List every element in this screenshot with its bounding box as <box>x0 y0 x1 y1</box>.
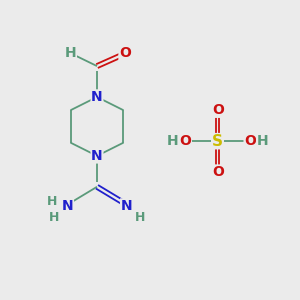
Text: S: S <box>212 134 223 149</box>
Text: O: O <box>212 165 224 179</box>
Text: O: O <box>119 46 131 60</box>
Text: H: H <box>47 195 57 208</box>
Text: H: H <box>49 211 59 224</box>
Text: O: O <box>244 134 256 148</box>
Text: N: N <box>62 199 74 213</box>
Text: N: N <box>91 149 103 163</box>
Text: O: O <box>179 134 191 148</box>
Text: H: H <box>167 134 179 148</box>
Text: N: N <box>121 199 132 213</box>
Text: N: N <box>91 90 103 104</box>
Text: H: H <box>134 211 145 224</box>
Text: H: H <box>65 46 76 60</box>
Text: H: H <box>257 134 268 148</box>
Text: O: O <box>212 103 224 117</box>
